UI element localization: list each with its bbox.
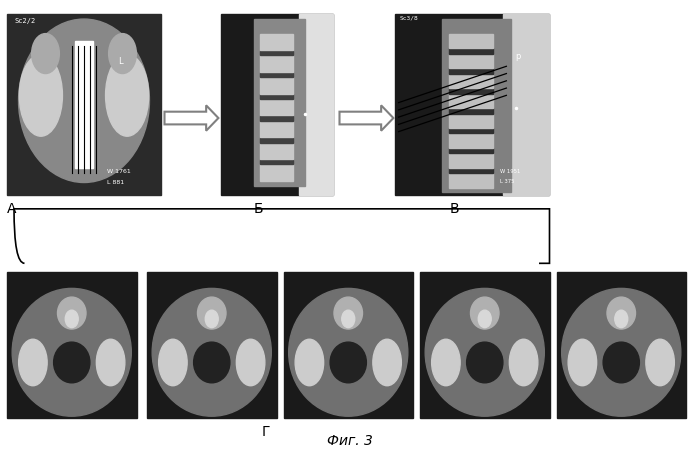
Bar — [442, 19, 511, 192]
Bar — [503, 14, 550, 195]
Bar — [449, 68, 493, 74]
Ellipse shape — [65, 310, 78, 328]
Bar — [449, 128, 493, 133]
Ellipse shape — [510, 339, 538, 386]
Text: L 881: L 881 — [107, 180, 124, 185]
Ellipse shape — [237, 339, 265, 386]
Text: L 375: L 375 — [500, 178, 514, 183]
Ellipse shape — [342, 310, 355, 328]
Ellipse shape — [97, 339, 125, 386]
Bar — [260, 164, 293, 181]
Text: Sc2/2: Sc2/2 — [15, 18, 36, 24]
Ellipse shape — [334, 297, 363, 329]
Bar — [420, 272, 550, 418]
Text: А: А — [7, 202, 17, 217]
Bar — [260, 160, 293, 164]
Bar — [449, 114, 493, 128]
Ellipse shape — [32, 34, 60, 74]
Bar — [299, 14, 332, 195]
Bar — [449, 173, 493, 188]
Bar — [260, 34, 293, 50]
Bar — [260, 51, 293, 55]
Ellipse shape — [561, 288, 681, 416]
Ellipse shape — [603, 342, 639, 383]
Bar — [260, 55, 293, 72]
Bar — [147, 272, 276, 418]
Bar — [449, 34, 493, 48]
Ellipse shape — [467, 342, 503, 383]
Ellipse shape — [425, 288, 545, 416]
Bar — [449, 133, 493, 148]
FancyArrow shape — [340, 105, 393, 131]
Ellipse shape — [607, 297, 636, 329]
Bar — [254, 19, 304, 186]
Ellipse shape — [205, 310, 218, 328]
Bar — [260, 143, 293, 159]
Bar — [7, 272, 136, 418]
Text: В: В — [449, 202, 459, 217]
Ellipse shape — [54, 342, 90, 383]
Bar — [260, 77, 293, 94]
Bar — [260, 138, 293, 143]
Bar — [260, 73, 293, 77]
Bar — [449, 74, 493, 88]
Bar — [449, 153, 493, 168]
Text: W 1761: W 1761 — [107, 169, 131, 174]
Bar — [395, 14, 550, 195]
Ellipse shape — [106, 54, 148, 136]
Bar — [449, 48, 493, 54]
Bar — [75, 41, 93, 168]
Ellipse shape — [152, 288, 272, 416]
Ellipse shape — [373, 339, 401, 386]
Bar — [449, 108, 493, 114]
Ellipse shape — [20, 54, 62, 136]
Ellipse shape — [108, 34, 136, 74]
Bar — [449, 54, 493, 68]
Bar — [260, 99, 293, 115]
Bar — [449, 148, 493, 153]
Ellipse shape — [19, 339, 47, 386]
FancyArrow shape — [164, 105, 218, 131]
Ellipse shape — [57, 297, 86, 329]
Bar — [260, 121, 293, 137]
Text: p: p — [516, 52, 521, 61]
Ellipse shape — [194, 342, 230, 383]
Ellipse shape — [646, 339, 674, 386]
Ellipse shape — [18, 19, 150, 183]
Ellipse shape — [12, 288, 132, 416]
Bar — [284, 272, 413, 418]
Bar — [260, 94, 293, 99]
Text: Б: Б — [254, 202, 264, 217]
Bar — [260, 116, 293, 121]
Ellipse shape — [330, 342, 366, 383]
Text: W 1951: W 1951 — [500, 169, 521, 174]
Bar — [449, 88, 493, 94]
Ellipse shape — [295, 339, 323, 386]
Ellipse shape — [615, 310, 628, 328]
Ellipse shape — [432, 339, 460, 386]
Text: L: L — [118, 58, 122, 66]
Bar — [449, 168, 493, 173]
Bar — [7, 14, 161, 195]
Ellipse shape — [159, 339, 187, 386]
Text: Фиг. 3: Фиг. 3 — [327, 434, 373, 448]
Ellipse shape — [568, 339, 596, 386]
Ellipse shape — [288, 288, 408, 416]
Bar — [220, 14, 332, 195]
Ellipse shape — [470, 297, 499, 329]
Bar — [449, 94, 493, 108]
Text: Sc3/8: Sc3/8 — [400, 15, 419, 20]
Bar — [556, 272, 686, 418]
Ellipse shape — [197, 297, 226, 329]
Ellipse shape — [478, 310, 491, 328]
Text: Г: Г — [262, 425, 270, 439]
